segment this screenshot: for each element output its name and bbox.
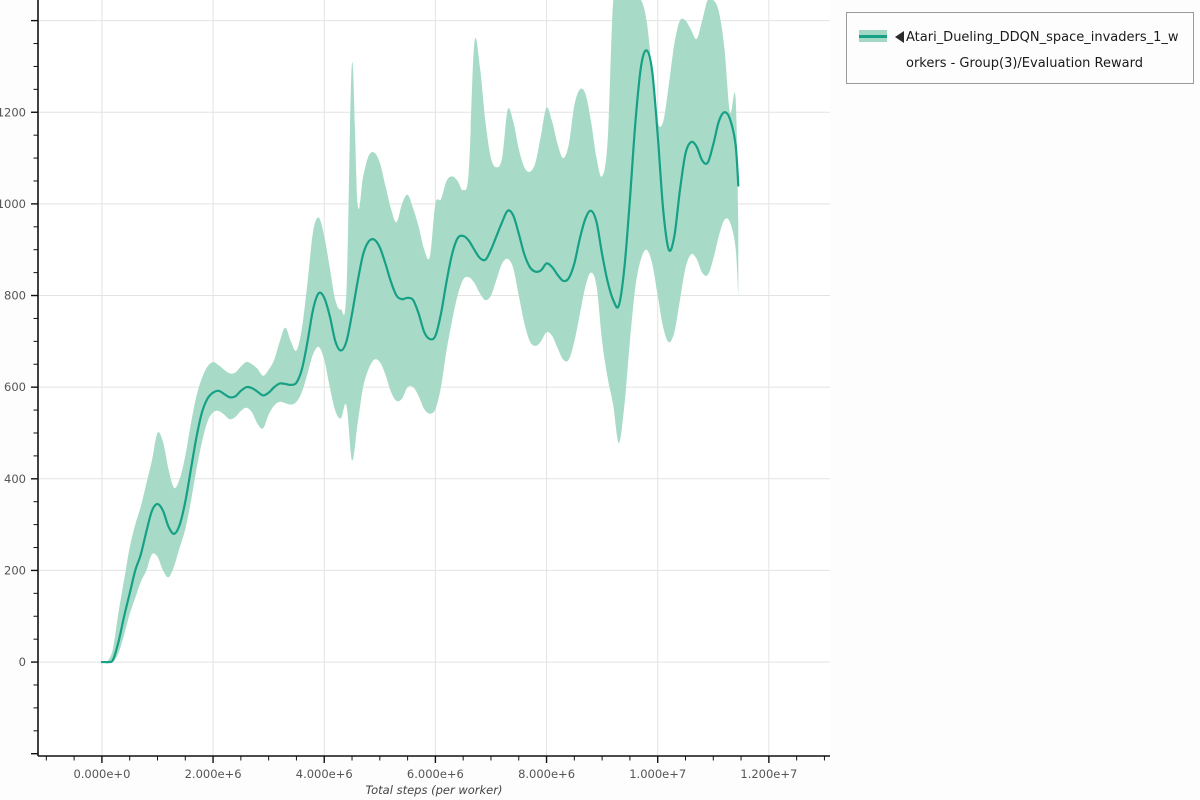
x-axis-tick-labels: 0.000e+0 2.000e+6 4.000e+6 6.000e+6 8.000e+6… bbox=[73, 767, 797, 781]
svg-text:200: 200 bbox=[4, 563, 26, 577]
legend-label: Atari_Dueling_DDQN_space_invaders_1_work… bbox=[906, 30, 1179, 71]
confidence-band bbox=[101, 0, 739, 663]
legend-swatch bbox=[859, 28, 887, 44]
svg-text:800: 800 bbox=[4, 289, 26, 303]
svg-text:600: 600 bbox=[4, 380, 26, 394]
y-axis-ticks bbox=[31, 19, 38, 755]
svg-text:1200: 1200 bbox=[0, 105, 26, 119]
x-axis-ticks bbox=[45, 756, 825, 763]
svg-text:0: 0 bbox=[19, 655, 26, 669]
left-triangle-icon bbox=[895, 31, 904, 43]
svg-text:0.000e+0: 0.000e+0 bbox=[73, 767, 130, 781]
series-line bbox=[100, 49, 740, 664]
svg-text:1.000e+7: 1.000e+7 bbox=[629, 767, 686, 781]
legend[interactable]: Atari_Dueling_DDQN_space_invaders_1_work… bbox=[846, 12, 1194, 84]
svg-text:2.000e+6: 2.000e+6 bbox=[185, 767, 242, 781]
svg-text:1000: 1000 bbox=[0, 197, 26, 211]
svg-text:8.000e+6: 8.000e+6 bbox=[518, 767, 575, 781]
svg-text:400: 400 bbox=[4, 472, 26, 486]
svg-text:4.000e+6: 4.000e+6 bbox=[296, 767, 353, 781]
legend-line-swatch bbox=[859, 35, 887, 38]
y-axis-tick-labels: 0 200 400 600 800 1000 1200 bbox=[0, 105, 26, 669]
svg-text:1.200e+7: 1.200e+7 bbox=[740, 767, 797, 781]
svg-text:6.000e+6: 6.000e+6 bbox=[407, 767, 464, 781]
x-axis-title: Total steps (per worker) bbox=[366, 783, 503, 797]
